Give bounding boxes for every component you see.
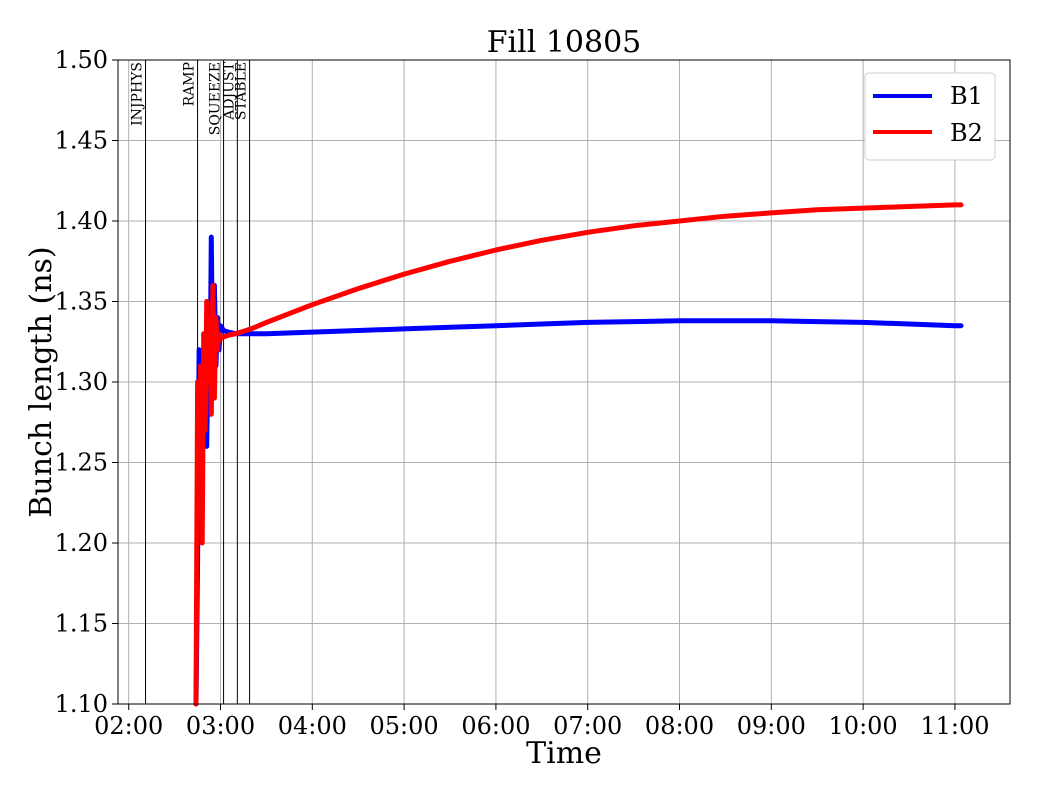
- series-lines: [193, 202, 964, 707]
- y-tick-label: 1.15: [55, 610, 108, 638]
- x-tick-label: 11:00: [920, 712, 989, 740]
- phase-label-adjust: ADJUST: [221, 61, 237, 120]
- legend-label-b1: B1: [950, 82, 983, 110]
- x-tick-label: 10:00: [829, 712, 898, 740]
- phase-label-ramp: RAMP: [182, 62, 198, 106]
- chart-title: Fill 10805: [487, 25, 642, 60]
- phase-label-squeeze: SQUEEZE: [208, 62, 224, 135]
- x-tick-label: 07:00: [553, 712, 622, 740]
- x-tick-label: 06:00: [461, 712, 530, 740]
- x-tick-label: 02:00: [94, 712, 163, 740]
- series-line-b2: [193, 202, 964, 707]
- y-tick-label: 1.50: [55, 46, 108, 74]
- y-tick-label: 1.45: [55, 127, 108, 155]
- phase-label-stable: STABLE: [234, 62, 250, 120]
- legend-label-b2: B2: [950, 119, 983, 147]
- y-axis-label: Bunch length (ns): [24, 246, 59, 517]
- y-tick-label: 1.30: [55, 368, 108, 396]
- y-tick-label: 1.25: [55, 449, 108, 477]
- x-tick-label: 09:00: [737, 712, 806, 740]
- y-tick-label: 1.35: [55, 288, 108, 316]
- x-tick-label: 05:00: [370, 712, 439, 740]
- x-tick-label: 03:00: [186, 712, 255, 740]
- x-tick-label: 04:00: [278, 712, 347, 740]
- phase-label-injphys: INJPHYS: [130, 62, 146, 126]
- x-axis-ticks: 02:00 03:00 04:00 05:00 06:00 07:00 08:00 09:00…: [94, 704, 990, 740]
- y-tick-label: 1.20: [55, 529, 108, 557]
- y-tick-label: 1.10: [55, 690, 108, 718]
- legend: B1 B2: [864, 72, 996, 161]
- x-tick-label: 08:00: [645, 712, 714, 740]
- y-axis-ticks: 1.10 1.15 1.20 1.25 1.30 1.35 1.40 1.45 1.50: [55, 46, 118, 718]
- y-tick-label: 1.40: [55, 207, 108, 235]
- x-axis-label: Time: [526, 736, 602, 771]
